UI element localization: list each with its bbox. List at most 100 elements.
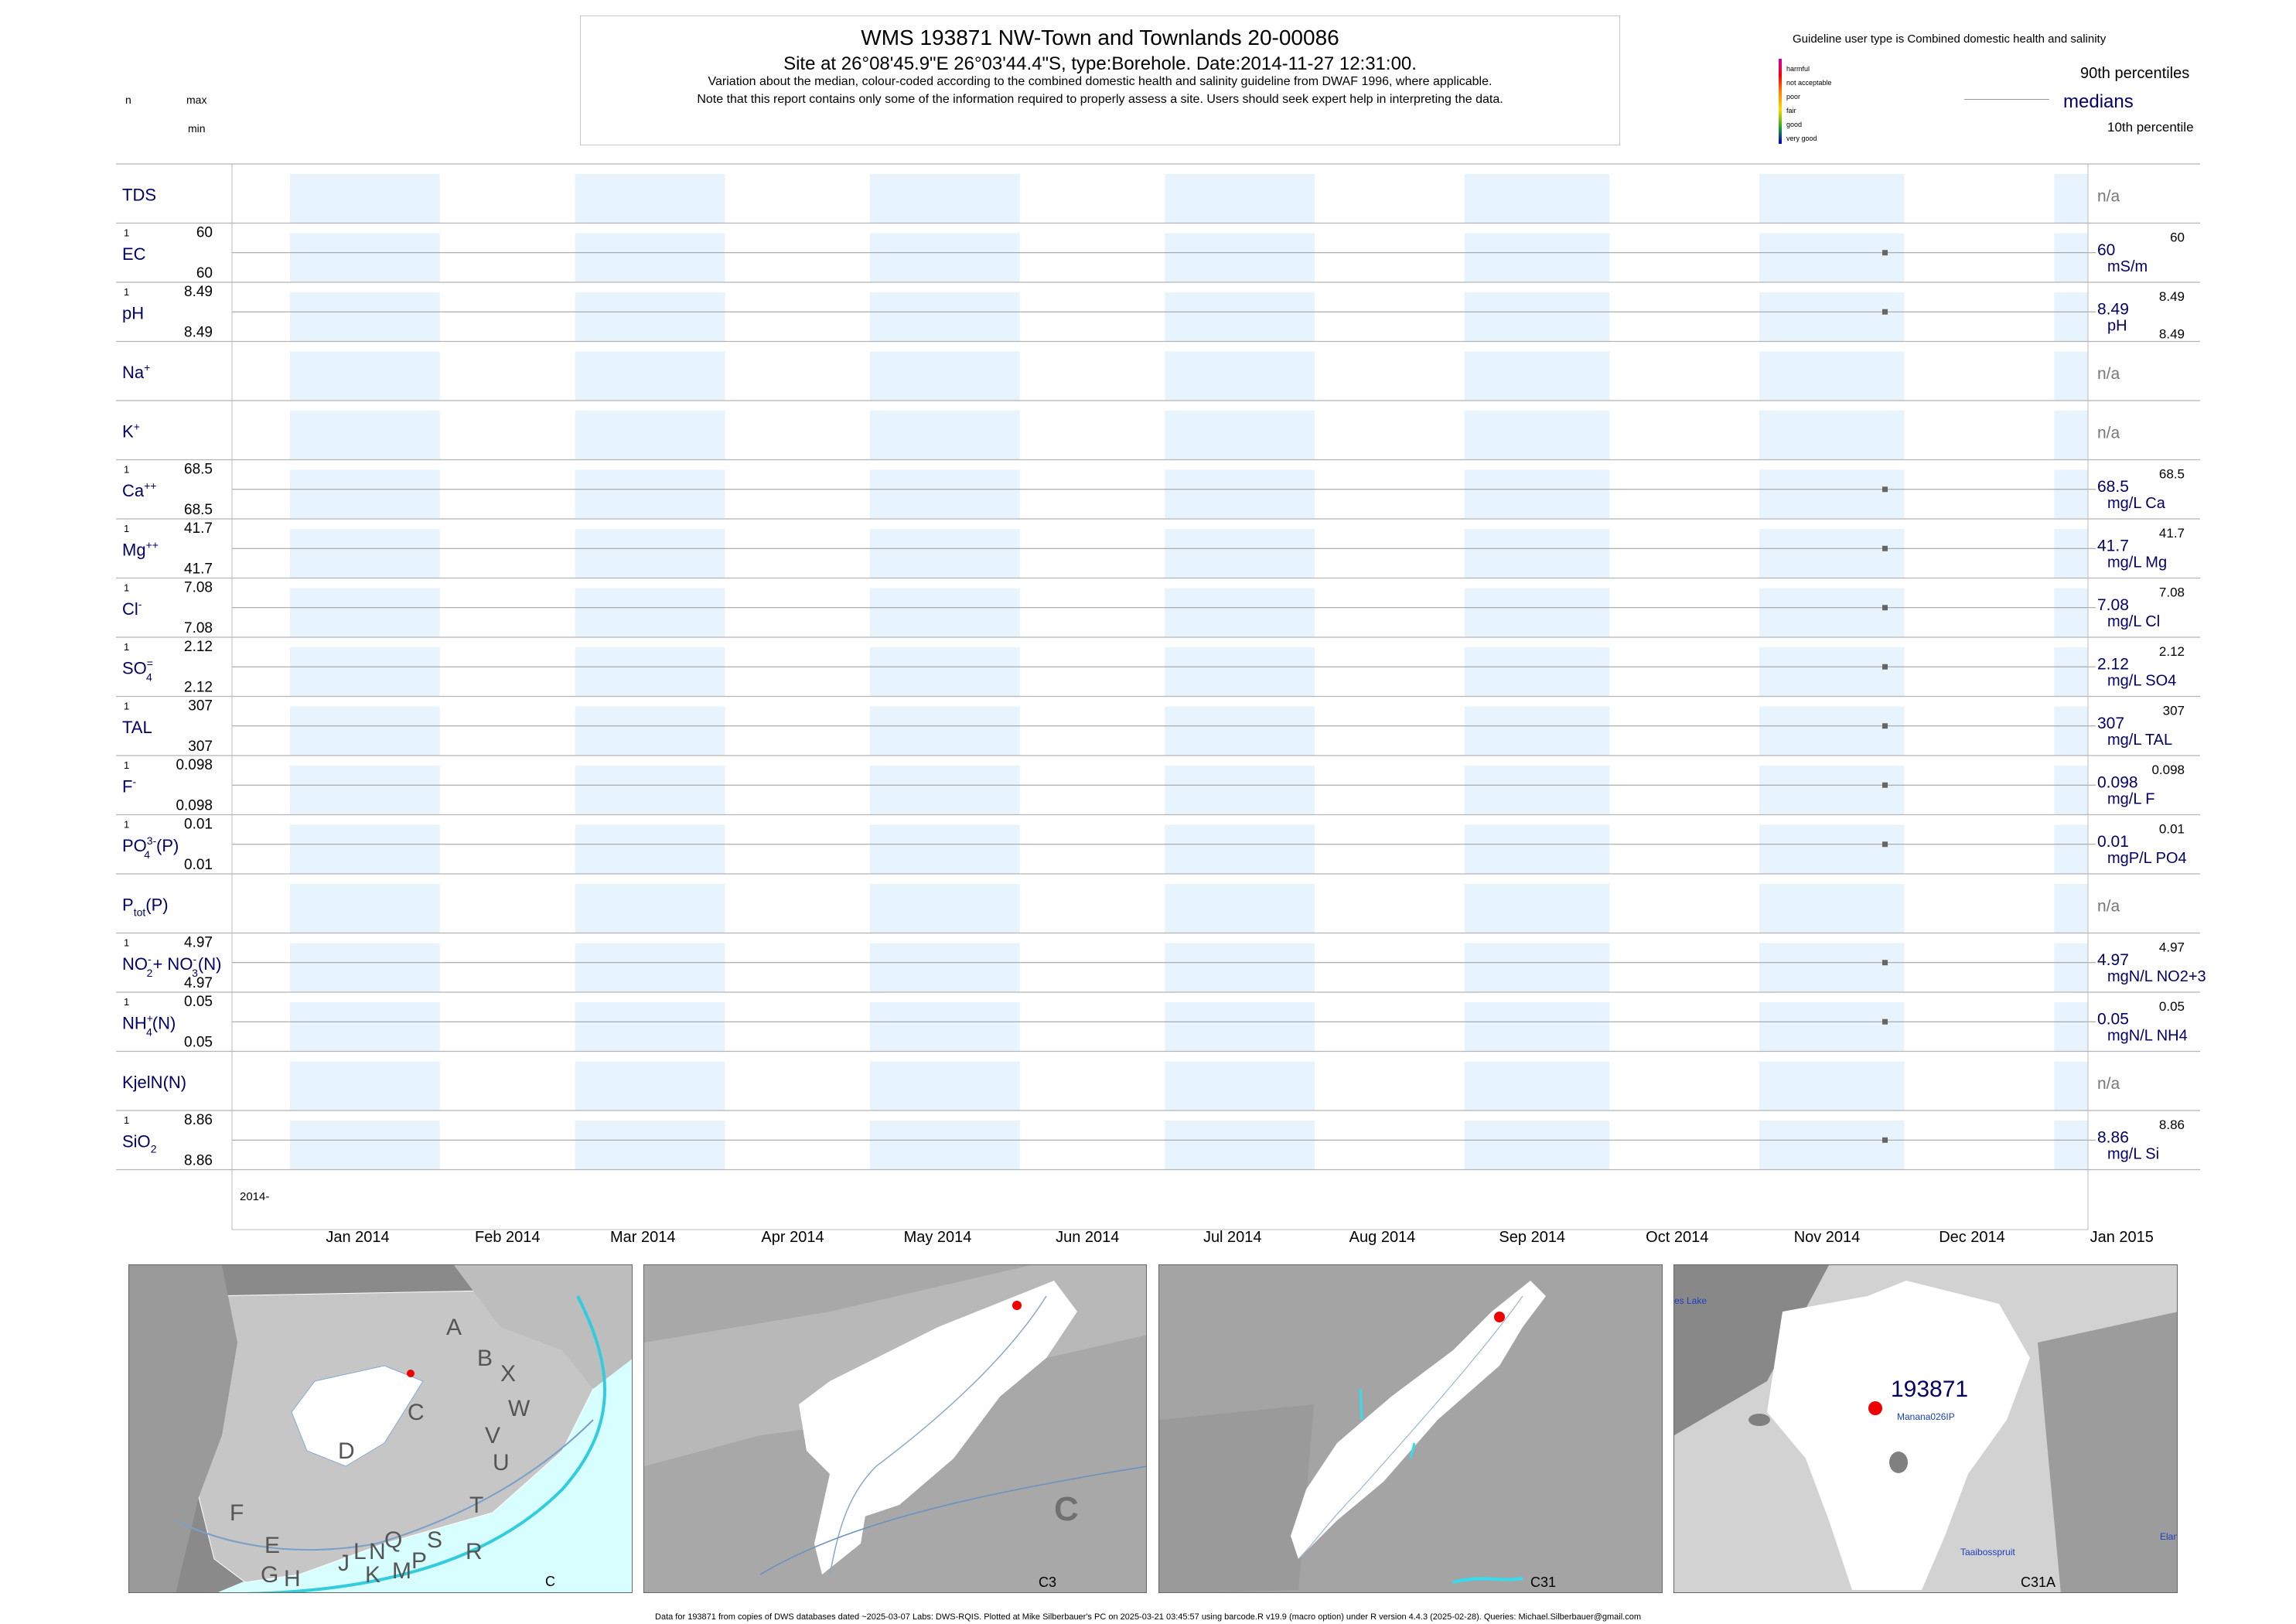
month-band <box>870 411 1020 460</box>
row-p90: 4.97 <box>2159 940 2185 955</box>
map-c-region-letter: U <box>493 1450 510 1476</box>
month-band <box>1759 233 1905 282</box>
row-unit: mg/L Mg <box>2107 554 2167 571</box>
month-band <box>1464 766 1610 815</box>
month-band <box>290 766 440 815</box>
row-n: 1 <box>124 819 129 831</box>
month-band <box>290 233 440 282</box>
x-tick-label: Oct 2014 <box>1646 1229 1708 1246</box>
month-band <box>575 884 725 933</box>
month-band <box>2054 174 2088 223</box>
row-unit: mgP/L PO4 <box>2107 850 2187 867</box>
map-c-region-letter: Q <box>384 1527 402 1553</box>
param-label: Ptot(P) <box>122 895 169 918</box>
map-c-region-letter: R <box>466 1539 483 1564</box>
sample-point <box>1882 960 1888 966</box>
month-band <box>575 233 725 282</box>
sample-point <box>1882 605 1888 611</box>
month-band <box>575 174 725 223</box>
x-tick-label: Nov 2014 <box>1794 1229 1861 1246</box>
report-note-guideline: Variation about the median, colour-coded… <box>708 75 1493 88</box>
row-Ptot(P): Ptot(P) n/a <box>116 873 2200 918</box>
month-band <box>1464 411 1610 460</box>
guideline-level-3: fair <box>1786 107 1796 114</box>
map-c31a-place-1: es Lake <box>1674 1295 1707 1306</box>
month-band <box>575 706 725 756</box>
row-max: 307 <box>188 698 213 715</box>
month-band <box>870 884 1020 933</box>
month-band <box>290 351 440 401</box>
month-band <box>2054 766 2088 815</box>
month-band <box>2054 588 2088 637</box>
month-band <box>1464 1002 1610 1052</box>
month-band <box>1464 647 1610 697</box>
month-band <box>1759 824 1905 874</box>
month-band <box>575 647 725 697</box>
x-tick-label: Mar 2014 <box>610 1229 676 1246</box>
map-c-region-letter: E <box>264 1533 280 1558</box>
x-tick-label: Jul 2014 <box>1203 1229 1262 1246</box>
row-max: 0.01 <box>184 817 213 833</box>
month-band <box>870 588 1020 637</box>
row-n: 1 <box>124 759 129 771</box>
map-c-region-letter: J <box>338 1551 350 1576</box>
map-c31a-point-label: Manana026IP <box>1897 1411 1955 1422</box>
month-band <box>1464 588 1610 637</box>
sample-point <box>1882 664 1888 670</box>
guideline-color-bar <box>1779 59 1783 144</box>
month-band <box>1165 351 1315 401</box>
row-min: 68.5 <box>184 502 213 518</box>
month-bands <box>290 174 2088 1170</box>
month-band <box>870 174 1020 223</box>
x-tick-label: Sep 2014 <box>1499 1229 1565 1246</box>
row-p90: 2.12 <box>2159 644 2185 659</box>
row-min: 0.05 <box>184 1035 213 1051</box>
month-band <box>2054 1002 2088 1052</box>
x-tick-label: Jan 2015 <box>2090 1229 2154 1246</box>
month-band <box>1464 824 1610 874</box>
row-max: 0.05 <box>184 994 213 1010</box>
month-band <box>1759 766 1905 815</box>
row-median: 0.098 <box>2097 773 2138 791</box>
row-na: n/a <box>2097 187 2120 205</box>
sample-point <box>1882 723 1888 729</box>
month-band <box>1759 351 1905 401</box>
x-axis: 2014- Jan 2014 Feb 2014 Mar 2014 Apr 2014 May… <box>231 164 2154 1246</box>
map-c3-site-dot <box>1012 1301 1022 1310</box>
month-band <box>290 292 440 342</box>
row-p90: 41.7 <box>2159 526 2185 541</box>
param-label: SiO2 <box>122 1131 157 1155</box>
month-band <box>2054 1121 2088 1170</box>
row-median: 4.97 <box>2097 951 2129 969</box>
report-header: WMS 193871 NW-Town and Townlands 20-0008… <box>580 15 1620 145</box>
month-band <box>1165 588 1315 637</box>
month-band <box>290 1121 440 1170</box>
legend-min-label: min <box>188 122 206 135</box>
row-median: 68.5 <box>2097 478 2129 496</box>
param-label: SO= 4 <box>122 657 153 683</box>
month-band <box>2054 647 2088 697</box>
month-band <box>1165 411 1315 460</box>
month-band <box>290 1002 440 1052</box>
row-max: 8.86 <box>184 1112 213 1128</box>
month-band <box>1165 766 1315 815</box>
row-median: 2.12 <box>2097 655 2129 673</box>
map-c-region-letter: H <box>284 1566 301 1592</box>
guideline-level-2: poor <box>1786 93 1801 101</box>
month-band <box>2054 233 2088 282</box>
sample-point <box>1882 486 1888 493</box>
report-subtitle: Site at 26°08'45.9"E 26°03'44.4"S, type:… <box>783 53 1417 74</box>
legend-n-label: n <box>125 94 131 106</box>
month-band <box>290 884 440 933</box>
row-p90: 0.098 <box>2151 763 2185 777</box>
map-c-site-dot <box>407 1370 415 1377</box>
month-band <box>575 411 725 460</box>
map-c31a-place-2: Taaibosspruit <box>1960 1547 2015 1557</box>
param-label: Cl- <box>122 598 142 619</box>
row-n: 1 <box>124 582 129 594</box>
month-band <box>870 233 1020 282</box>
month-band <box>1464 292 1610 342</box>
